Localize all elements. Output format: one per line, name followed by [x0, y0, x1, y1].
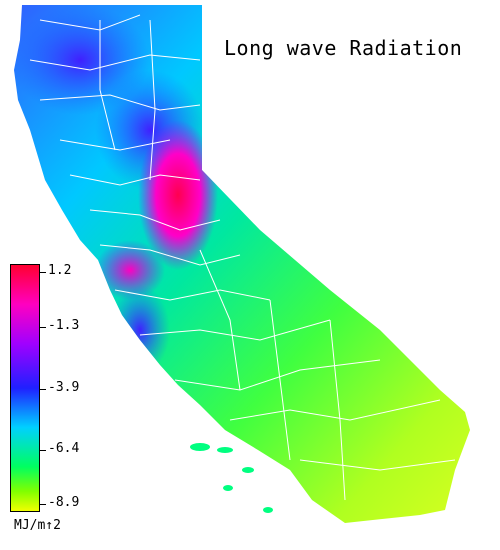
map-title: Long wave Radiation [224, 36, 463, 60]
legend-tick-label: -1.3 [48, 318, 80, 333]
legend-tick-label: -3.9 [48, 380, 80, 395]
legend-unit-label: MJ/m↑2 [14, 518, 61, 533]
channel-islands [190, 443, 273, 513]
state-shape [14, 5, 470, 523]
legend-tick [40, 450, 46, 451]
color-legend-bar [10, 264, 40, 512]
legend-tick [40, 389, 46, 390]
legend-tick-label: -8.9 [48, 495, 80, 510]
legend-tick [40, 272, 46, 273]
county-boundaries [29, 14, 456, 501]
legend-tick-label: 1.2 [48, 263, 72, 278]
legend-tick [40, 504, 46, 505]
legend-tick [40, 327, 46, 328]
legend-tick-label: -6.4 [48, 441, 80, 456]
